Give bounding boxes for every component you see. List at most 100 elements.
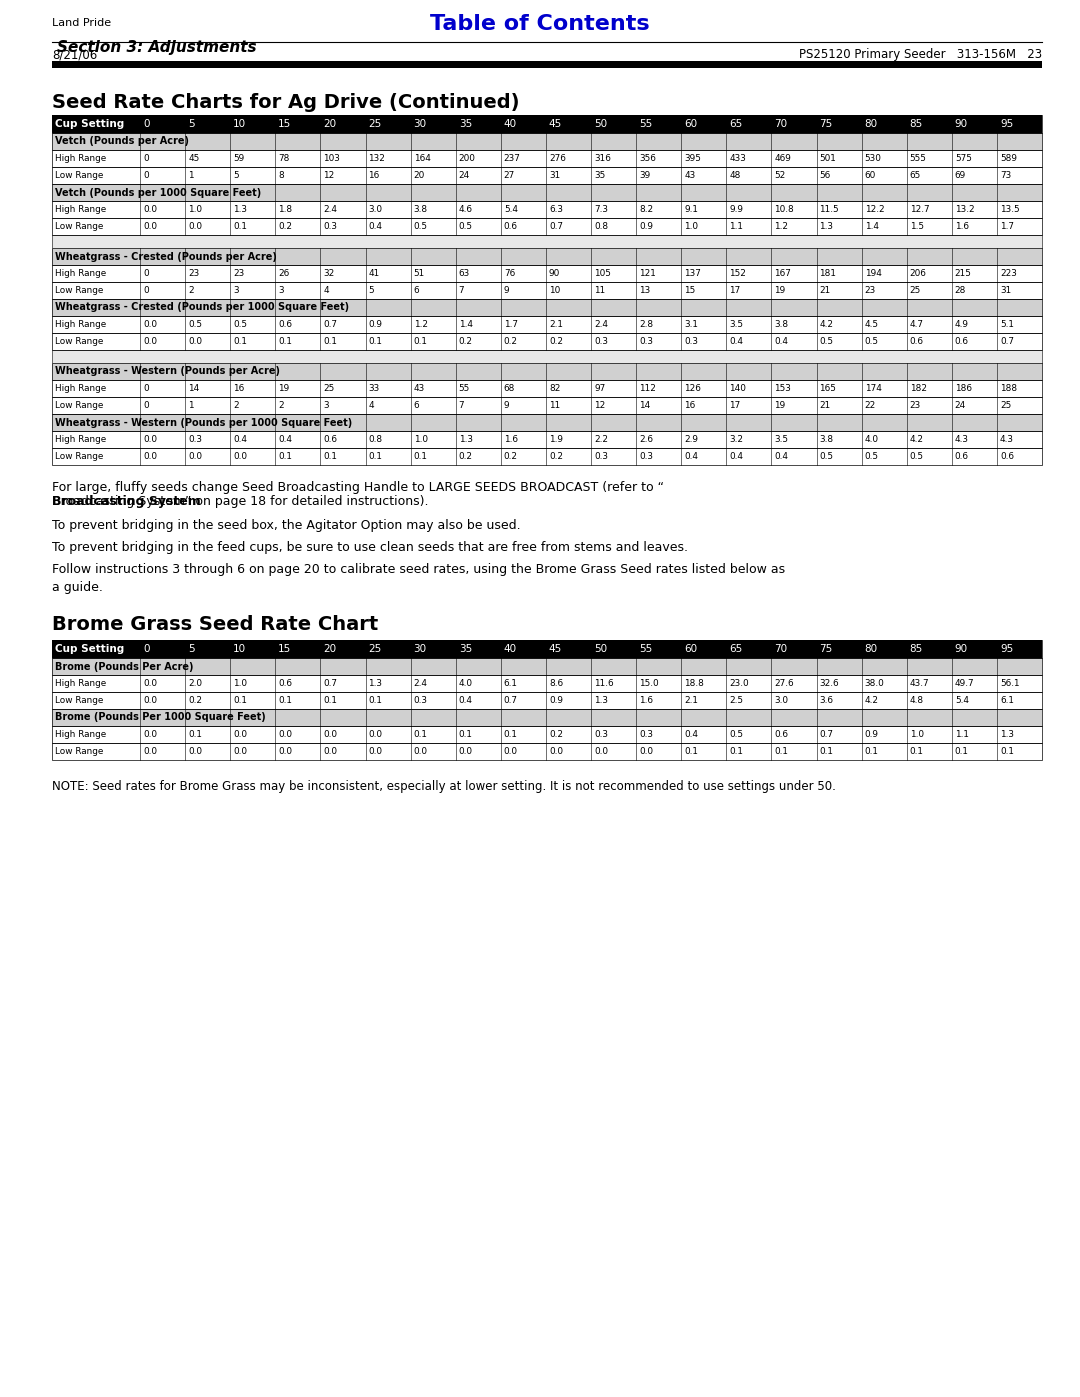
Text: 22: 22 (865, 401, 876, 409)
Text: 13.5: 13.5 (1000, 205, 1020, 214)
Bar (52, 115, 1042, 133)
Text: 0.0: 0.0 (279, 731, 293, 739)
Bar (52, 432, 1042, 448)
Text: 90: 90 (955, 119, 968, 129)
Text: 48: 48 (729, 170, 741, 180)
Text: 32: 32 (323, 270, 335, 278)
Bar (52, 710, 1042, 726)
Text: 45: 45 (549, 644, 563, 654)
Text: 0.4: 0.4 (729, 337, 743, 346)
Text: 0.1: 0.1 (503, 731, 517, 739)
Text: 0.0: 0.0 (414, 747, 428, 756)
Text: 0: 0 (143, 384, 149, 393)
Text: High Range: High Range (55, 679, 106, 687)
Text: 4.7: 4.7 (909, 320, 923, 330)
Text: 11: 11 (549, 401, 561, 409)
Text: 23: 23 (233, 270, 244, 278)
Bar (52, 726, 1042, 743)
Text: 1.3: 1.3 (1000, 731, 1014, 739)
Bar (52, 743, 1042, 760)
Text: 0.0: 0.0 (143, 205, 157, 214)
Text: 0.0: 0.0 (368, 747, 382, 756)
Text: 9.1: 9.1 (685, 205, 698, 214)
Text: 0.0: 0.0 (233, 731, 247, 739)
Text: 0.0: 0.0 (188, 453, 202, 461)
Text: 2.9: 2.9 (685, 434, 698, 444)
Bar (52, 184, 1042, 201)
Text: 90: 90 (549, 270, 561, 278)
Text: 76: 76 (503, 270, 515, 278)
Text: 0: 0 (143, 286, 149, 295)
Bar (52, 351, 1042, 363)
Text: 0.5: 0.5 (188, 320, 202, 330)
Text: Follow instructions 3 through 6 on page 20 to calibrate seed rates, using the Br: Follow instructions 3 through 6 on page … (52, 563, 785, 594)
Text: 0.0: 0.0 (143, 747, 157, 756)
Text: 121: 121 (639, 270, 656, 278)
Text: 24: 24 (955, 401, 966, 409)
Bar (52, 332, 1042, 351)
Text: 6.1: 6.1 (1000, 696, 1014, 705)
Bar (52, 332, 1042, 351)
Text: 6.1: 6.1 (503, 679, 517, 687)
Bar (52, 640, 1042, 658)
Text: High Range: High Range (55, 154, 106, 163)
Bar (52, 316, 1042, 332)
Text: 356: 356 (639, 154, 656, 163)
Text: 0.2: 0.2 (279, 222, 293, 231)
Bar (52, 743, 1042, 760)
Text: 0.7: 0.7 (323, 320, 337, 330)
Text: 4.0: 4.0 (459, 679, 473, 687)
Text: 0.8: 0.8 (594, 222, 608, 231)
Bar (52, 299, 1042, 316)
Text: 97: 97 (594, 384, 605, 393)
Text: 0.5: 0.5 (729, 731, 743, 739)
Text: 3: 3 (233, 286, 239, 295)
Text: Cup Setting: Cup Setting (55, 644, 124, 654)
Text: 0.7: 0.7 (323, 679, 337, 687)
Text: 0.5: 0.5 (865, 337, 879, 346)
Text: 14: 14 (188, 384, 200, 393)
Text: 38.0: 38.0 (865, 679, 885, 687)
Text: 28: 28 (955, 286, 967, 295)
Text: 23.0: 23.0 (729, 679, 748, 687)
Text: 49.7: 49.7 (955, 679, 974, 687)
Text: High Range: High Range (55, 205, 106, 214)
Bar (52, 168, 1042, 184)
Text: 0.1: 0.1 (955, 747, 969, 756)
Text: 0.6: 0.6 (774, 731, 788, 739)
Text: Wheatgrass - Crested (Pounds per Acre): Wheatgrass - Crested (Pounds per Acre) (55, 251, 276, 261)
Text: Brome (Pounds Per 1000 Square Feet): Brome (Pounds Per 1000 Square Feet) (55, 712, 266, 722)
Text: 1.5: 1.5 (909, 222, 923, 231)
Text: 59: 59 (233, 154, 244, 163)
Text: 9.9: 9.9 (729, 205, 743, 214)
Text: 16: 16 (368, 170, 380, 180)
Text: 7: 7 (459, 286, 464, 295)
Text: PS25120 Primary Seeder   313-156M   23: PS25120 Primary Seeder 313-156M 23 (799, 47, 1042, 61)
Text: 186: 186 (955, 384, 972, 393)
Text: 2.2: 2.2 (594, 434, 608, 444)
Text: 1.0: 1.0 (233, 679, 247, 687)
Text: 70: 70 (774, 644, 787, 654)
Text: 55: 55 (639, 644, 652, 654)
Text: 1.3: 1.3 (594, 696, 608, 705)
Text: Low Range: Low Range (55, 401, 104, 409)
Bar (52, 115, 1042, 133)
Text: 2.4: 2.4 (594, 320, 608, 330)
Text: 0.9: 0.9 (368, 320, 382, 330)
Text: 1.1: 1.1 (729, 222, 743, 231)
Text: 0.4: 0.4 (279, 434, 293, 444)
Text: 0.3: 0.3 (639, 731, 653, 739)
Text: 65: 65 (729, 119, 743, 129)
Text: 0.0: 0.0 (188, 222, 202, 231)
Text: 10: 10 (549, 286, 561, 295)
Text: 0.6: 0.6 (955, 453, 969, 461)
Text: 26: 26 (279, 270, 289, 278)
Text: 6.3: 6.3 (549, 205, 563, 214)
Text: 0.1: 0.1 (685, 747, 698, 756)
Text: 433: 433 (729, 154, 746, 163)
Text: 1.4: 1.4 (865, 222, 879, 231)
Bar (52, 692, 1042, 710)
Text: 18.8: 18.8 (685, 679, 704, 687)
Text: 137: 137 (685, 270, 701, 278)
Text: 103: 103 (323, 154, 340, 163)
